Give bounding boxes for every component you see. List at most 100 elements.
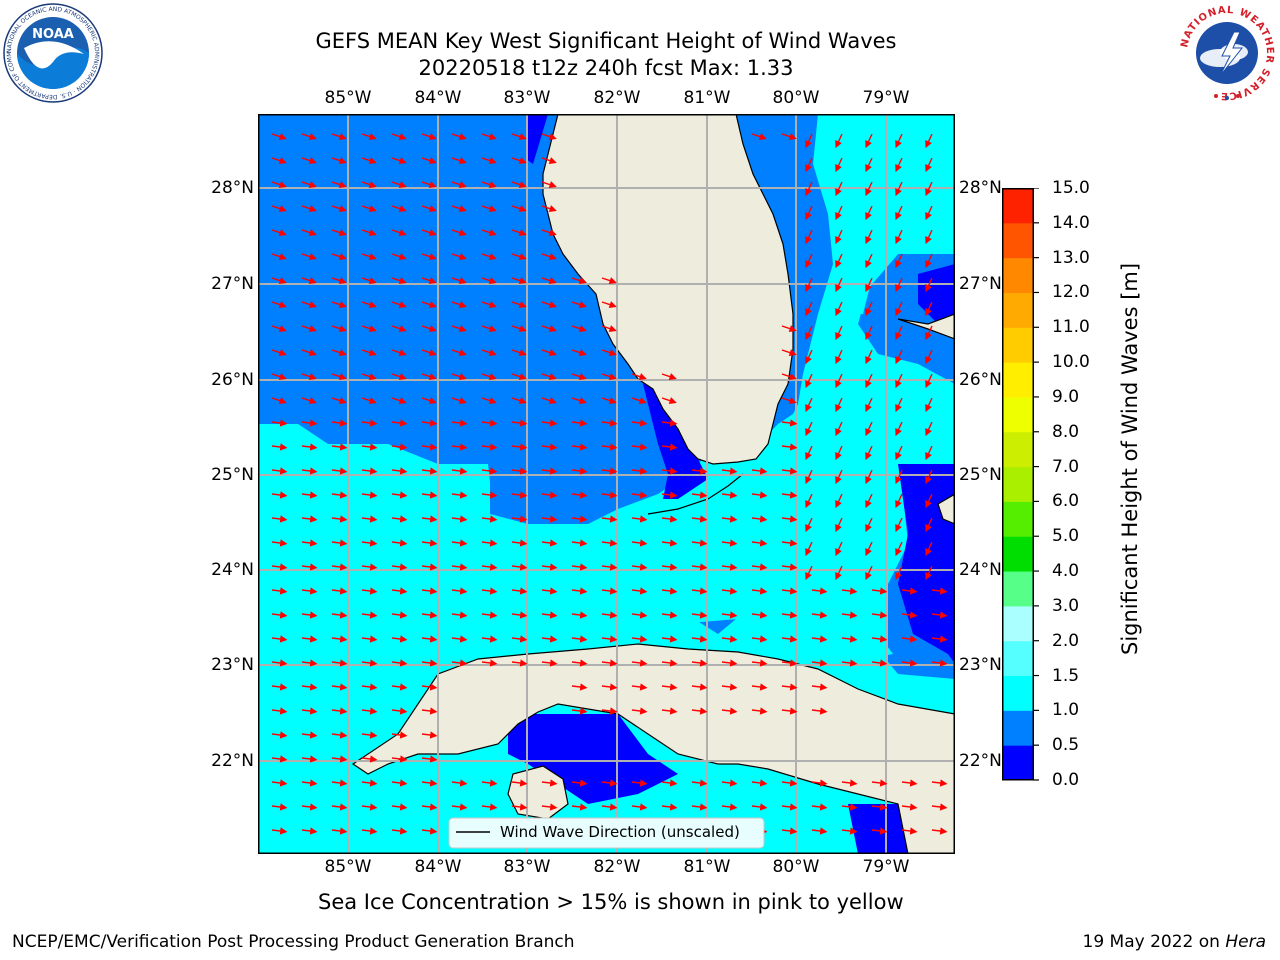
wave-arrowhead bbox=[519, 491, 528, 499]
wave-arrowhead bbox=[428, 181, 437, 189]
wave-arrowhead bbox=[835, 524, 842, 533]
colorbar-block bbox=[1002, 362, 1034, 398]
wave-arrowhead bbox=[549, 611, 558, 619]
wave-arrowhead bbox=[835, 380, 842, 389]
wave-arrowhead bbox=[309, 611, 318, 619]
wave-zone-dark-1 bbox=[526, 114, 548, 164]
wave-arrowhead bbox=[339, 755, 348, 763]
wave-arrowhead bbox=[609, 659, 618, 667]
wave-arrowhead bbox=[548, 277, 557, 285]
wave-arrowhead bbox=[865, 452, 872, 461]
wave-arrowhead bbox=[609, 491, 618, 499]
wave-arrowhead bbox=[609, 779, 618, 787]
wave-arrowhead bbox=[639, 563, 648, 571]
wave-arrowhead bbox=[339, 587, 348, 595]
wave-arrowhead bbox=[865, 236, 872, 245]
wave-arrowhead bbox=[309, 587, 318, 595]
wave-arrowhead bbox=[608, 277, 617, 285]
wave-arrowhead bbox=[338, 277, 347, 285]
wave-arrowhead bbox=[518, 277, 527, 285]
wave-arrowhead bbox=[338, 157, 347, 165]
wave-arrowhead bbox=[925, 524, 932, 533]
wave-arrowhead bbox=[925, 500, 932, 509]
wave-arrowhead bbox=[459, 635, 468, 643]
wave-arrowhead bbox=[835, 164, 842, 173]
wave-arrowhead bbox=[518, 133, 527, 141]
lon-tick-top: 79°W bbox=[862, 88, 910, 108]
wave-arrowhead bbox=[835, 404, 842, 413]
wave-arrowhead bbox=[308, 373, 317, 381]
wave-arrowhead bbox=[308, 349, 317, 357]
wave-arrowhead bbox=[279, 539, 288, 547]
wave-arrowhead bbox=[789, 539, 798, 547]
wave-arrowhead bbox=[489, 443, 498, 451]
wave-arrowhead bbox=[398, 325, 407, 333]
wave-arrowhead bbox=[399, 803, 408, 811]
wave-arrowhead bbox=[805, 164, 812, 173]
lat-tick-right: 22°N bbox=[959, 751, 1002, 771]
lat-tick-left: 22°N bbox=[211, 751, 254, 771]
wave-arrowhead bbox=[428, 397, 437, 405]
wave-arrowhead bbox=[339, 515, 348, 523]
wave-arrowhead bbox=[458, 205, 467, 213]
lon-tick-bottom: 79°W bbox=[862, 857, 910, 877]
lat-tick-right: 23°N bbox=[959, 655, 1002, 675]
wave-arrowhead bbox=[608, 397, 617, 405]
wave-arrowhead bbox=[518, 205, 527, 213]
wave-arrowhead bbox=[805, 572, 812, 581]
wave-arrowhead bbox=[669, 563, 678, 571]
lat-tick-left: 26°N bbox=[211, 370, 254, 390]
wave-arrowhead bbox=[519, 515, 528, 523]
wave-arrowhead bbox=[279, 563, 288, 571]
wave-arrowhead bbox=[805, 404, 812, 413]
wave-arrowhead bbox=[488, 205, 497, 213]
colorbar-tick-label: 5.0 bbox=[1052, 526, 1080, 547]
wave-arrowhead bbox=[518, 301, 527, 309]
wave-arrowhead bbox=[789, 587, 798, 595]
colorbar-block bbox=[1002, 745, 1034, 781]
wave-arrowhead bbox=[895, 284, 902, 293]
wave-arrowhead bbox=[518, 349, 527, 357]
wave-arrowhead bbox=[429, 539, 438, 547]
wave-arrowhead bbox=[308, 301, 317, 309]
wave-arrowhead bbox=[669, 803, 678, 811]
wave-arrowhead bbox=[278, 301, 287, 309]
wave-arrowhead bbox=[278, 277, 287, 285]
colorbar-tick-label: 8.0 bbox=[1052, 421, 1080, 442]
wave-arrowhead bbox=[489, 467, 498, 475]
wave-arrowhead bbox=[338, 133, 347, 141]
wave-arrowhead bbox=[368, 301, 377, 309]
wave-arrowhead bbox=[729, 707, 738, 715]
wave-arrowhead bbox=[338, 253, 347, 261]
wave-arrowhead bbox=[429, 755, 438, 763]
wave-arrowhead bbox=[865, 404, 872, 413]
wave-arrowhead bbox=[865, 356, 872, 365]
wave-arrowhead bbox=[669, 419, 678, 427]
wave-arrowhead bbox=[489, 779, 498, 787]
wave-arrowhead bbox=[835, 572, 842, 581]
colorbar-block bbox=[1002, 222, 1034, 259]
wave-arrowhead bbox=[895, 428, 902, 437]
wave-arrowhead bbox=[339, 563, 348, 571]
wave-arrowhead bbox=[895, 164, 902, 173]
wave-arrowhead bbox=[549, 587, 558, 595]
wave-arrowhead bbox=[849, 779, 858, 787]
wave-arrowhead bbox=[428, 373, 437, 381]
wave-arrowhead bbox=[548, 157, 557, 165]
wave-arrowhead bbox=[309, 779, 318, 787]
wave-arrowhead bbox=[338, 205, 347, 213]
lon-tick-bottom: 83°W bbox=[503, 857, 551, 877]
wave-arrowhead bbox=[789, 803, 798, 811]
lat-tick-left: 27°N bbox=[211, 274, 254, 294]
wave-arrowhead bbox=[865, 380, 872, 389]
wave-arrowhead bbox=[459, 515, 468, 523]
wave-arrowhead bbox=[518, 229, 527, 237]
lat-tick-left: 25°N bbox=[211, 465, 254, 485]
wave-arrowhead bbox=[309, 635, 318, 643]
wave-arrowhead bbox=[459, 539, 468, 547]
colorbar-tick-label: 1.0 bbox=[1052, 700, 1080, 721]
wave-arrowhead bbox=[608, 301, 617, 309]
wave-arrowhead bbox=[788, 397, 797, 405]
wave-arrowhead bbox=[789, 467, 798, 475]
wave-arrowhead bbox=[339, 635, 348, 643]
